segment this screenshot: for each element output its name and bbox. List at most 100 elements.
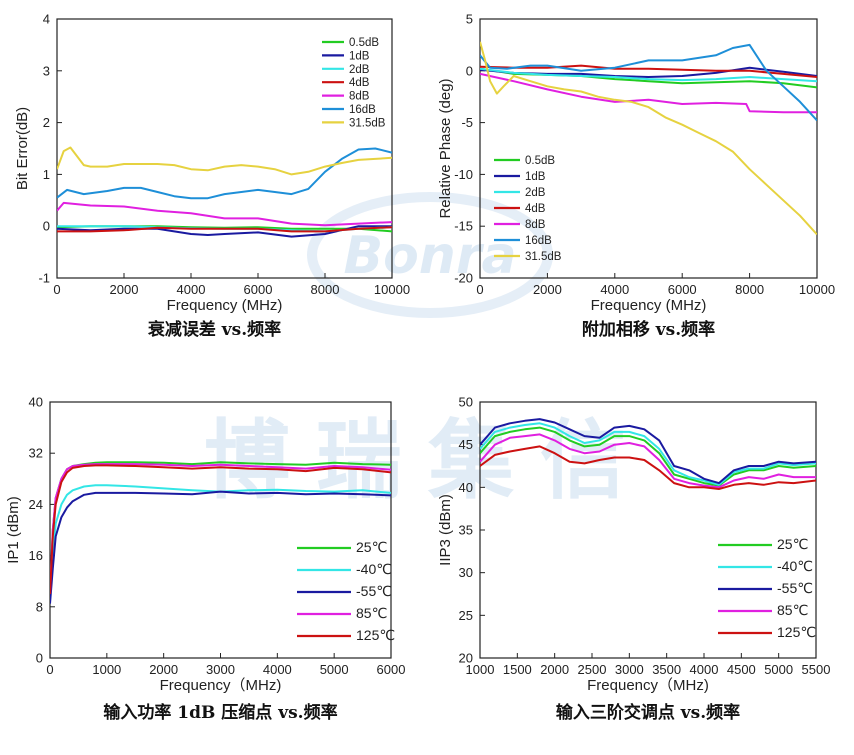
chart-title: 衰减误差 vs.频率	[147, 319, 281, 340]
legend-entry: 0.5dB	[349, 37, 379, 49]
legend-entry: 31.5dB	[525, 251, 562, 263]
y-tick-label: 16	[29, 548, 43, 563]
x-tick-label: 1500	[503, 662, 532, 677]
legend-entry: -55℃	[356, 583, 392, 599]
y-axis-label: IP1 (dBm)	[5, 496, 22, 564]
y-tick-label: 30	[459, 565, 473, 580]
x-tick-label: 3000	[206, 662, 235, 677]
series-line-4dB	[480, 64, 817, 78]
legend-entry: 1dB	[349, 50, 370, 62]
series-line-2dB	[480, 67, 817, 83]
legend-entry: -55℃	[777, 580, 813, 596]
x-tick-label: 2000	[149, 662, 178, 677]
y-tick-label: 40	[459, 480, 473, 495]
legend: 0.5dB 1dB 2dB 4dB 8dB 16dB 31.5dB	[494, 155, 562, 263]
y-tick-label: 2	[43, 115, 50, 130]
x-tick-label: 3000	[615, 662, 644, 677]
y-tick-label: 0	[466, 63, 473, 78]
plot-frame	[479, 18, 818, 279]
x-tick-label: 4000	[600, 282, 629, 297]
chart-iip3: 1000 1500 2000 2500 3000 3500 4000 4500 5000 5500…	[437, 395, 830, 724]
legend-entry: 85℃	[777, 602, 808, 618]
series-line-8dB	[57, 201, 392, 227]
legend-entry: 25℃	[777, 536, 808, 552]
chart-ip1: 0 1000 2000 3000 4000 5000 6000 0 8 16 24 32 40 Frequ…	[5, 395, 405, 724]
watermark-text: 博瑞集信	[204, 411, 652, 511]
series-line-4dB	[57, 226, 392, 233]
legend: 25℃ -40℃ -55℃ 85℃ 125℃	[297, 539, 395, 643]
y-tick-label: 5	[466, 12, 473, 27]
legend-entry: 85℃	[356, 605, 387, 621]
x-tick-label: 5500	[802, 662, 831, 677]
x-tick-label: 0	[53, 282, 60, 297]
legend-entry: -40℃	[777, 558, 813, 574]
x-tick-label: 6000	[377, 662, 406, 677]
legend-entry: 8dB	[349, 91, 370, 103]
x-tick-label: 1000	[466, 662, 495, 677]
series-line-125℃	[50, 464, 391, 595]
series-line-16dB	[480, 43, 817, 122]
y-tick-label: 40	[29, 395, 43, 410]
x-tick-label: 10000	[374, 282, 410, 297]
y-tick-label: -1	[38, 271, 50, 286]
series-line-16dB	[57, 147, 392, 200]
y-tick-label: 45	[459, 437, 473, 452]
x-tick-label: 4000	[177, 282, 206, 297]
x-axis-label: Frequency（MHz)	[160, 677, 282, 694]
x-tick-label: 4000	[263, 662, 292, 677]
x-tick-label: 4500	[727, 662, 756, 677]
plot-frame	[56, 18, 393, 279]
series-line-125℃	[480, 445, 816, 490]
series-line--55℃	[480, 418, 816, 485]
y-tick-label: 50	[459, 395, 473, 410]
x-tick-label: 8000	[311, 282, 340, 297]
legend-entry: 4dB	[349, 77, 370, 89]
x-tick-label: 6000	[244, 282, 273, 297]
y-axis-label: Relative Phase (deg)	[437, 78, 454, 218]
brand-logo-icon: Bonra	[307, 192, 553, 318]
chart-title: 输入功率 1dB 压缩点 vs.频率	[103, 702, 337, 723]
series-line--55℃	[50, 490, 391, 604]
y-axis-label: IIP3 (dBm)	[437, 494, 454, 566]
y-tick-label: 24	[29, 497, 43, 512]
legend-entry: 31.5dB	[349, 117, 386, 129]
y-tick-label: 1	[43, 167, 50, 182]
x-tick-label: 6000	[668, 282, 697, 297]
legend-entry: 4dB	[525, 203, 546, 215]
x-tick-label: 2000	[533, 282, 562, 297]
x-tick-label: 0	[46, 662, 53, 677]
y-tick-label: 4	[43, 12, 50, 27]
y-tick-label: 8	[36, 599, 43, 614]
series-line-25℃	[480, 426, 816, 487]
legend-entry: -40℃	[356, 561, 392, 577]
x-axis-label: Frequency（MHz)	[587, 677, 709, 694]
y-tick-label: 35	[459, 523, 473, 538]
series-line-31.5dB	[57, 146, 392, 176]
legend: 25℃ -40℃ -55℃ 85℃ 125℃	[718, 536, 816, 640]
y-tick-label: -20	[454, 271, 473, 286]
y-tick-label: -15	[454, 219, 473, 234]
series-line-8dB	[480, 72, 817, 114]
x-axis-label: Frequency (MHz)	[591, 297, 707, 314]
x-tick-label: 10000	[799, 282, 835, 297]
y-tick-label: -5	[461, 115, 473, 130]
legend-entry: 16dB	[349, 104, 376, 116]
legend-entry: 16dB	[525, 235, 552, 247]
legend-entry: 0.5dB	[525, 155, 555, 167]
legend-entry: 2dB	[525, 187, 546, 199]
y-tick-label: 3	[43, 63, 50, 78]
x-axis-label: Frequency (MHz)	[167, 297, 283, 314]
legend-entry: 1dB	[525, 171, 546, 183]
series-line--40℃	[480, 422, 816, 486]
chart-relative-phase: 0 2000 4000 6000 8000 10000 -20 -15 -10 -5 0 5 Frequ…	[437, 12, 835, 341]
legend-entry: 25℃	[356, 539, 387, 555]
legend-entry: 8dB	[525, 219, 546, 231]
x-tick-label: 0	[476, 282, 483, 297]
series-line-1dB	[57, 225, 392, 238]
x-tick-label: 8000	[735, 282, 764, 297]
y-tick-label: 25	[459, 608, 473, 623]
x-tick-label: 2500	[578, 662, 607, 677]
